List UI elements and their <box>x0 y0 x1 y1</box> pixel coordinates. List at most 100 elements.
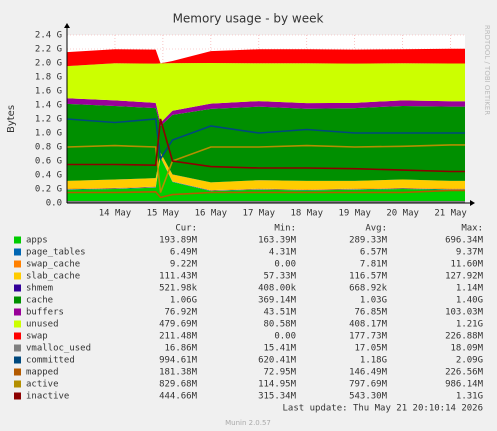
legend-stat: 1.21G <box>456 320 483 330</box>
legend-stat: 146.49M <box>349 368 388 378</box>
legend-stat: 76.85M <box>354 308 387 318</box>
legend-stat: 369.14M <box>258 296 297 306</box>
legend-stat: 0.00 <box>274 260 296 270</box>
y-tick-label: 0.4 G <box>35 171 62 181</box>
legend-column-header: Max: <box>461 224 483 234</box>
x-tick-label: 17 May <box>243 209 276 219</box>
legend-stat: 80.58M <box>263 320 296 330</box>
legend-column-header: Min: <box>274 224 296 234</box>
y-tick-label: 1.2 G <box>35 115 62 125</box>
stacked-area <box>67 62 465 123</box>
legend-label: cache <box>26 296 53 306</box>
legend-stat: 1.03G <box>360 296 387 306</box>
legend-stat: 127.92M <box>445 272 484 282</box>
legend-stat: 43.51M <box>263 308 296 318</box>
legend-stat: 57.33M <box>263 272 296 282</box>
legend-stat: 543.30M <box>349 392 388 402</box>
legend-swatch <box>14 332 21 340</box>
y-tick-label: 1.4 G <box>35 101 62 111</box>
areas <box>67 48 465 203</box>
legend-stat: 9.37M <box>456 248 484 258</box>
legend-stat: 1.40G <box>456 296 483 306</box>
legend-stat: 226.88M <box>445 332 484 342</box>
legend-stat: 994.61M <box>159 356 198 366</box>
x-tick-label: 18 May <box>291 209 324 219</box>
stacked-area <box>67 152 465 191</box>
legend-stat: 18.09M <box>450 344 483 354</box>
legend-label: mapped <box>26 368 59 378</box>
legend-stat: 668.92k <box>349 284 388 294</box>
stacked-area <box>67 48 465 67</box>
legend-stat: 1.06G <box>170 296 197 306</box>
legend-stat: 1.31G <box>456 392 483 402</box>
legend-stat: 9.22M <box>170 260 198 270</box>
last-update: Last update: Thu May 21 20:10:14 2026 <box>283 404 483 414</box>
legend-swatch <box>14 320 21 328</box>
series-line <box>67 118 465 173</box>
y-axis-label: Bytes <box>6 105 17 133</box>
legend-stat: 696.34M <box>445 236 484 246</box>
legend-stat: 521.98k <box>159 284 198 294</box>
legend-stat: 408.00k <box>258 284 297 294</box>
legend-stat: 177.73M <box>349 332 388 342</box>
legend-swatch <box>14 296 21 304</box>
legend-stat: 1.18G <box>360 356 387 366</box>
y-tick-label: 0.0 <box>46 199 62 209</box>
legend-stat: 1.14M <box>456 284 484 294</box>
legend-label: unused <box>26 320 59 330</box>
legend-stat: 444.66M <box>159 392 198 402</box>
legend-swatch <box>14 380 21 388</box>
chart-title: Memory usage - by week <box>173 12 324 26</box>
legend-stat: 7.81M <box>360 260 388 270</box>
legend-stat: 181.38M <box>159 368 198 378</box>
legend-label: vmalloc_used <box>26 344 91 354</box>
legend-stat: 163.39M <box>258 236 297 246</box>
legend-label: inactive <box>26 392 69 402</box>
legend-stat: 17.05M <box>354 344 387 354</box>
watermark: RRDTOOL / TOBI OETIKER <box>483 25 491 115</box>
legend-stat: 6.57M <box>360 248 388 258</box>
legend-label: buffers <box>26 308 64 318</box>
y-tick-label: 0.2 G <box>35 185 62 195</box>
legend-label: swap <box>26 332 48 342</box>
stacked-area <box>67 103 465 183</box>
legend-stat: 211.48M <box>159 332 198 342</box>
y-tick-label: 1.6 G <box>35 87 62 97</box>
legend-label: apps <box>26 236 48 246</box>
legend-stat: 114.95M <box>258 380 297 390</box>
legend-swatch <box>14 260 21 268</box>
legend-stat: 226.56M <box>445 368 484 378</box>
legend-stat: 4.31M <box>269 248 297 258</box>
x-tick-label: 16 May <box>195 209 228 219</box>
y-tick-label: 0.6 G <box>35 157 62 167</box>
legend-stat: 76.92M <box>164 308 197 318</box>
stacked-area <box>67 157 465 203</box>
legend-label: page_tables <box>26 248 86 258</box>
y-axis-arrow <box>64 23 70 28</box>
stacked-area <box>67 98 465 127</box>
legend-column-header: Cur: <box>175 224 197 234</box>
x-axis-arrow <box>470 200 475 206</box>
y-tick-label: 2.4 G <box>35 31 62 41</box>
legend: Cur: Min: Avg: Max: apps 193.89M 163.39M 289.33… <box>14 224 484 402</box>
legend-stat: 479.69M <box>159 320 198 330</box>
legend-swatch <box>14 236 21 244</box>
legend-stat: 193.89M <box>159 236 198 246</box>
legend-label: slab_cache <box>26 272 80 282</box>
legend-swatch <box>14 248 21 256</box>
legend-stat: 6.49M <box>170 248 198 258</box>
y-tick-label: 2.0 G <box>35 59 62 69</box>
legend-column-header: Avg: <box>365 224 387 234</box>
legend-stat: 2.09G <box>456 356 483 366</box>
series-line <box>66 144 465 193</box>
legend-stat: 111.43M <box>159 272 198 282</box>
axes: 0.0 0.2 G 0.4 G 0.6 G 0.8 G 1.0 G 1.2 G 1.4 G 1.… <box>35 23 475 219</box>
version: Munin 2.0.57 <box>225 419 271 427</box>
y-tick-label: 2.2 G <box>35 45 62 55</box>
legend-swatch <box>14 308 21 316</box>
legend-stat: 72.95M <box>263 368 296 378</box>
legend-swatch <box>14 344 21 352</box>
legend-swatch <box>14 368 21 376</box>
